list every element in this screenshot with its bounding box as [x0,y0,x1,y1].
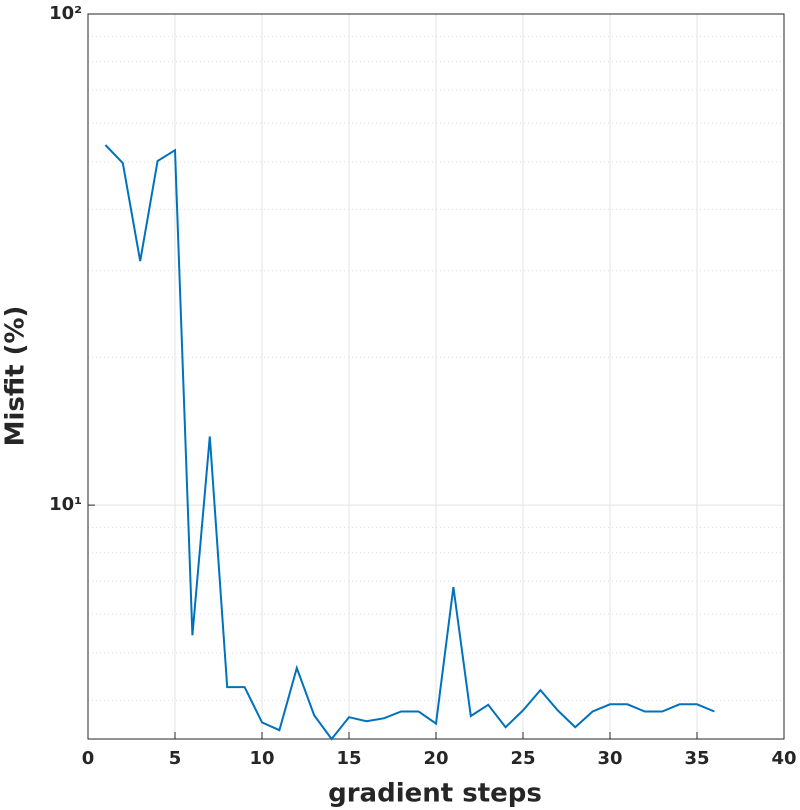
x-tick-label: 35 [684,748,709,769]
y-axis-label: Misfit (%) [1,306,31,447]
y-tick-label: 10¹ [49,494,82,515]
x-tick-label: 20 [423,748,448,769]
x-tick-label: 10 [249,748,274,769]
x-tick-label: 25 [510,748,535,769]
plot-frame [87,13,785,740]
data-line [104,144,715,741]
y-tick-label: 10² [49,3,82,24]
x-tick-label: 30 [597,748,622,769]
x-tick-label: 5 [169,748,182,769]
x-tick-label: 40 [771,748,796,769]
x-tick-label: 0 [82,748,95,769]
x-tick-label: 15 [336,748,361,769]
x-axis-label: gradient steps [328,779,542,809]
